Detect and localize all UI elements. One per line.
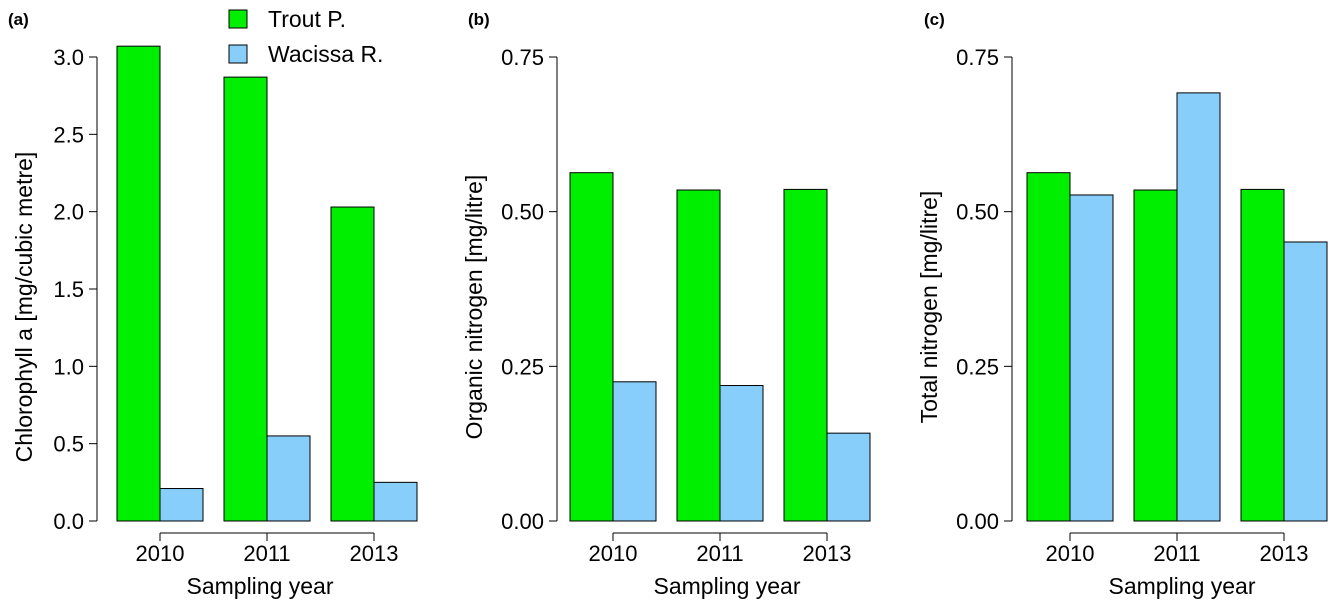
bar-trout-2011 (676, 189, 721, 522)
y-tick-label: 0.00 (956, 509, 999, 534)
x-tick-label: 2013 (1260, 541, 1309, 566)
x-axis-title: Sampling year (653, 573, 800, 599)
bar-wacissa-2013 (1283, 241, 1328, 522)
x-tick-label: 2011 (1153, 541, 1200, 566)
y-axis-title: Total nitrogen [mg/litre] (916, 191, 942, 424)
legend-label-wacissa: Wacissa R. (268, 41, 383, 67)
y-tick-label: 0.50 (956, 200, 999, 225)
y-tick-label: 0.75 (956, 45, 999, 70)
panel-label: (c) (924, 10, 945, 29)
bar-trout-2013 (1240, 188, 1285, 522)
legend: Trout P. Wacissa R. (228, 6, 383, 67)
x-tick-label: 2011 (696, 541, 743, 566)
x-tick-label: 2013 (803, 541, 852, 566)
y-tick-label: 0.50 (501, 200, 544, 225)
bar-wacissa-2010 (159, 488, 204, 522)
bar-trout-2010 (116, 45, 161, 522)
y-axis-title: Organic nitrogen [mg/litre] (461, 175, 487, 440)
x-tick-label: 2010 (589, 541, 638, 566)
y-tick-label: 0.0 (53, 509, 84, 534)
bar-wacissa-2013 (826, 432, 871, 522)
y-tick-label: 0.75 (501, 45, 544, 70)
bar-wacissa-2011 (1176, 92, 1221, 522)
y-tick-label: 1.5 (53, 277, 84, 302)
bar-trout-2013 (783, 188, 828, 522)
panel-label: (a) (8, 10, 29, 29)
panel-label: (b) (468, 10, 490, 29)
chart-panel-1: 2010 2011 2013 0.0 0.5 1.0 1.5 2.0 2.5 3.0 Samplin… (8, 10, 418, 599)
bar-trout-2010 (1026, 172, 1071, 522)
x-tick-label: 2010 (1046, 541, 1095, 566)
legend-swatch-trout (228, 9, 248, 29)
bar-wacissa-2010 (1069, 194, 1114, 522)
x-axis-title: Sampling year (1108, 573, 1255, 599)
y-tick-label: 0.25 (956, 354, 999, 379)
x-tick-label: 2011 (243, 541, 290, 566)
bar-wacissa-2011 (719, 385, 764, 522)
chart-panel-2: 2010 2011 2013 0.00 0.25 0.50 0.75 Sampling yea… (461, 10, 871, 599)
bar-wacissa-2011 (266, 435, 311, 522)
y-tick-label: 3.0 (53, 45, 84, 70)
y-tick-label: 0.25 (501, 354, 544, 379)
legend-label-trout: Trout P. (268, 6, 346, 32)
bar-trout-2011 (223, 76, 268, 522)
bar-trout-2013 (330, 206, 375, 522)
legend-swatch-wacissa (228, 44, 248, 64)
y-tick-label: 0.00 (501, 509, 544, 534)
chart-panel-3: 2010 2011 2013 0.00 0.25 0.50 0.75 Sampling yea… (916, 10, 1328, 599)
y-tick-label: 1.0 (53, 354, 84, 379)
y-axis-title: Chlorophyll a [mg/cubic metre] (11, 152, 37, 463)
x-axis-title: Sampling year (186, 573, 333, 599)
y-tick-label: 2.5 (53, 122, 84, 147)
bar-wacissa-2010 (612, 381, 657, 522)
x-tick-label: 2010 (136, 541, 185, 566)
y-tick-label: 2.0 (53, 200, 84, 225)
x-tick-label: 2013 (350, 541, 399, 566)
y-tick-label: 0.5 (53, 432, 84, 457)
bar-trout-2011 (1133, 189, 1178, 522)
bar-wacissa-2013 (373, 481, 418, 522)
bar-trout-2010 (569, 172, 614, 522)
